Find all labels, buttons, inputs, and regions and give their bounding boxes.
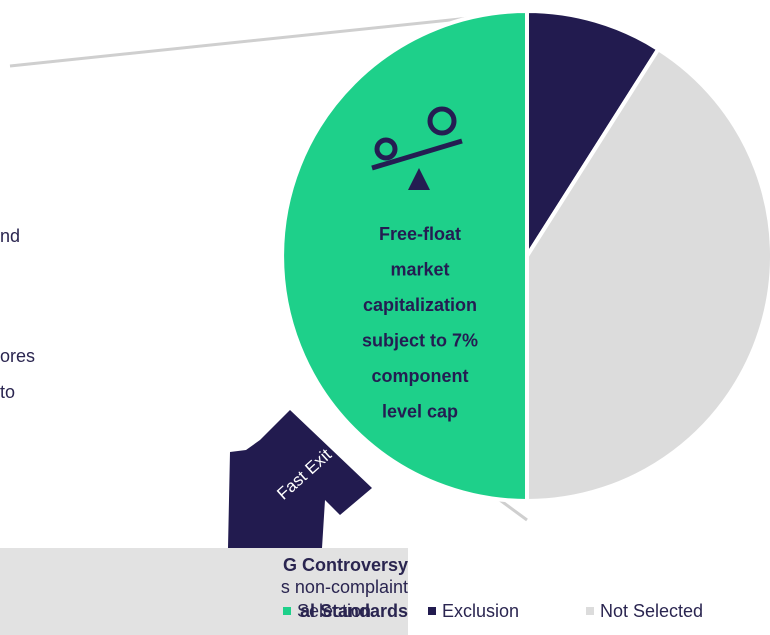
exit-arrow <box>228 410 372 548</box>
legend-swatch <box>586 607 594 615</box>
center-line: subject to 7% <box>362 330 478 350</box>
legend-swatch <box>428 607 436 615</box>
center-line: level cap <box>382 401 458 421</box>
legend-swatch <box>283 607 291 615</box>
legend-label: Selection <box>297 601 371 621</box>
center-line: market <box>390 259 449 279</box>
balance-icon <box>371 106 463 190</box>
pie-slice <box>280 8 529 504</box>
box-text: G Controversy <box>283 555 408 575</box>
box-text: al Standards <box>300 601 408 621</box>
center-line: Free-float <box>379 224 461 244</box>
center-line: component <box>372 366 469 386</box>
side-text: to <box>0 382 15 402</box>
center-line: capitalization <box>363 295 477 315</box>
side-text: nd <box>0 226 20 246</box>
box-text: s non-complaint <box>281 577 408 597</box>
connector-line <box>9 10 528 68</box>
legend-label: Not Selected <box>600 601 703 621</box>
center-text: Free-float market capitalization subject to… <box>362 224 478 422</box>
pie <box>280 8 770 504</box>
pie-slice <box>525 8 662 263</box>
info-box <box>0 548 408 635</box>
side-text: ores <box>0 346 35 366</box>
legend-label: Exclusion <box>442 601 519 621</box>
legend: Selection Exclusion Not Selected <box>283 601 703 621</box>
pie-slice <box>525 46 770 504</box>
